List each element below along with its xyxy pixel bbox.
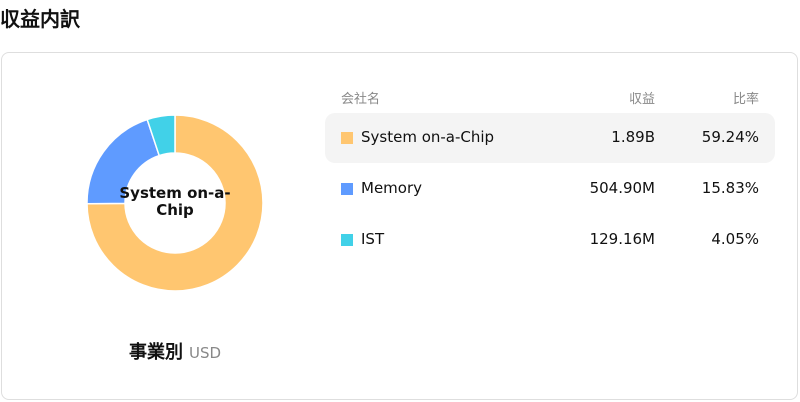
donut-slice-system-on-a-chip[interactable]	[86, 114, 264, 292]
legend-swatch	[341, 234, 353, 246]
table-row[interactable]: System on-a-Chip 1.89B 59.24%	[325, 113, 775, 163]
page-title: 収益内訳	[0, 7, 80, 31]
legend-swatch	[341, 183, 353, 195]
legend-swatch	[341, 132, 353, 144]
row-name: IST	[361, 230, 385, 248]
row-revenue: 1.89B	[611, 128, 655, 146]
revenue-breakdown-card	[1, 52, 798, 400]
donut-center-label: System on-a-Chip	[119, 184, 231, 219]
chart-caption: 事業別 USD	[0, 338, 350, 364]
row-ratio: 4.05%	[711, 230, 759, 248]
table-row[interactable]: Memory 504.90M 15.83%	[325, 164, 775, 214]
currency-unit: USD	[188, 344, 222, 362]
row-ratio: 15.83%	[701, 179, 759, 197]
segment-label: 事業別	[128, 342, 183, 363]
header-revenue: 収益	[628, 92, 655, 107]
table-row[interactable]: IST 129.16M 4.05%	[325, 215, 775, 265]
header-company: 会社名	[341, 92, 381, 107]
donut-slice-ist[interactable]	[146, 114, 176, 157]
row-ratio: 59.24%	[701, 128, 759, 146]
row-revenue: 129.16M	[589, 230, 655, 248]
row-revenue: 504.90M	[589, 179, 655, 197]
header-ratio: 比率	[732, 92, 759, 107]
row-name: System on-a-Chip	[361, 128, 495, 146]
row-name: Memory	[361, 179, 423, 197]
donut-chart	[86, 114, 264, 292]
